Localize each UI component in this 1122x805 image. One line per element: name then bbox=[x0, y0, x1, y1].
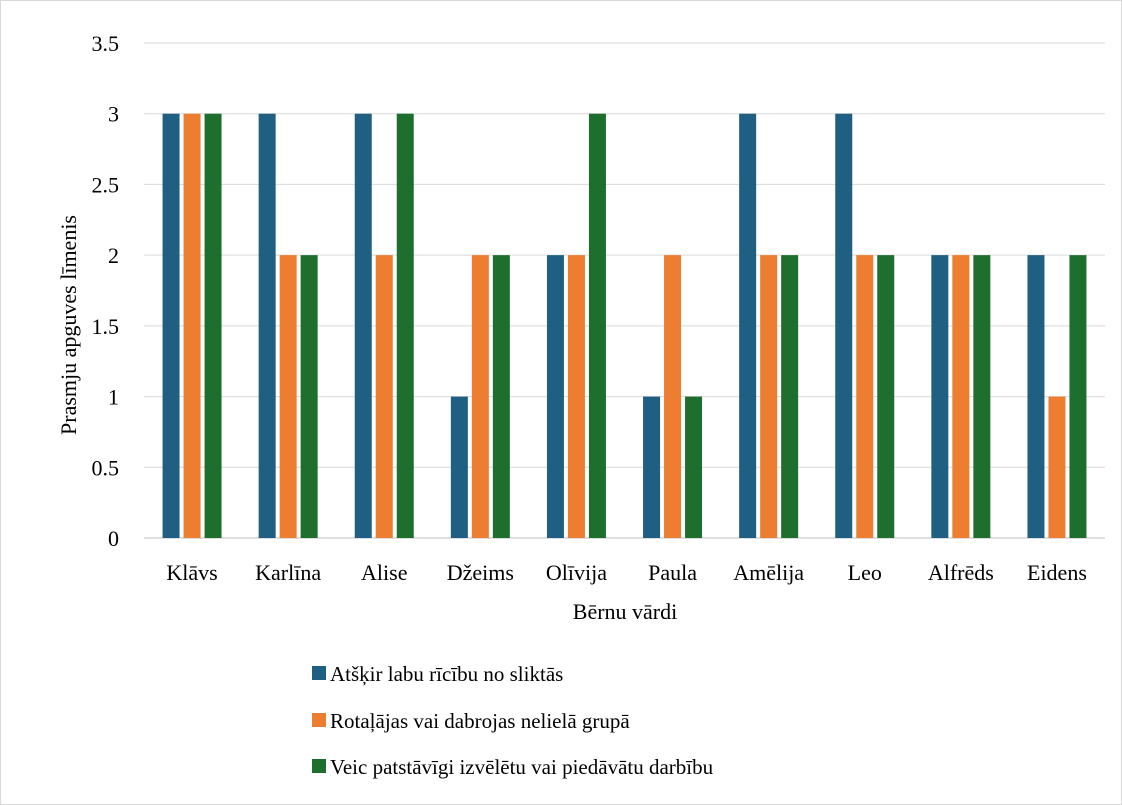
bar bbox=[492, 255, 510, 538]
bar bbox=[183, 113, 201, 538]
bar bbox=[588, 113, 606, 538]
y-tick-label: 0 bbox=[108, 526, 119, 551]
bar bbox=[567, 255, 585, 538]
x-tick-label: Eidens bbox=[1027, 560, 1087, 585]
x-tick-label: Alfrēds bbox=[928, 560, 994, 585]
legend-label: Veic patstāvīgi izvēlētu vai piedāvātu d… bbox=[330, 755, 714, 779]
x-tick-label: Leo bbox=[848, 560, 882, 585]
bar bbox=[739, 113, 757, 538]
legend-label: Atšķir labu rīcību no sliktās bbox=[330, 662, 563, 686]
bar bbox=[760, 255, 778, 538]
bar bbox=[1048, 396, 1066, 538]
bar bbox=[952, 255, 970, 538]
bar bbox=[1027, 255, 1045, 538]
bar bbox=[300, 255, 318, 538]
legend-swatch bbox=[312, 713, 326, 727]
x-tick-label: Paula bbox=[648, 560, 697, 585]
bar bbox=[643, 396, 661, 538]
legend-label: Rotaļājas vai dabrojas nelielā grupā bbox=[330, 709, 630, 733]
bar bbox=[1069, 255, 1087, 538]
x-axis-ticks: Klāvs Karlīna Alise Džeims Olīvija Paula Amēli… bbox=[166, 560, 1087, 585]
legend: Atšķir labu rīcību no sliktās Rotaļājas v… bbox=[312, 662, 714, 779]
bar bbox=[471, 255, 489, 538]
y-tick-label: 2.5 bbox=[92, 172, 120, 197]
bar bbox=[856, 255, 874, 538]
bar bbox=[685, 396, 703, 538]
y-tick-label: 0.5 bbox=[92, 455, 120, 480]
bars bbox=[162, 113, 1087, 538]
bar bbox=[877, 255, 895, 538]
x-tick-label: Alise bbox=[361, 560, 407, 585]
y-tick-label: 1.5 bbox=[92, 314, 120, 339]
x-tick-label: Džeims bbox=[447, 560, 514, 585]
bar bbox=[835, 113, 853, 538]
legend-swatch bbox=[312, 759, 326, 773]
x-axis-title: Bērnu vārdi bbox=[573, 599, 677, 624]
x-tick-label: Olīvija bbox=[546, 560, 607, 585]
bar bbox=[450, 396, 468, 538]
bar bbox=[279, 255, 297, 538]
x-tick-label: Karlīna bbox=[255, 560, 321, 585]
y-axis-ticks: 0 0.5 1 1.5 2 2.5 3 3.5 bbox=[92, 31, 120, 551]
y-tick-label: 2 bbox=[108, 243, 119, 268]
y-tick-label: 3 bbox=[108, 102, 119, 127]
bar bbox=[973, 255, 991, 538]
legend-swatch bbox=[312, 666, 326, 680]
bar bbox=[546, 255, 564, 538]
x-tick-label: Amēlija bbox=[733, 560, 804, 585]
bar bbox=[931, 255, 949, 538]
y-tick-label: 3.5 bbox=[92, 31, 120, 56]
y-axis-title: Prasmju apguves līmenis bbox=[56, 215, 81, 435]
bar bbox=[375, 255, 393, 538]
bar bbox=[781, 255, 799, 538]
bar bbox=[162, 113, 180, 538]
bar bbox=[664, 255, 682, 538]
bar bbox=[204, 113, 222, 538]
bar bbox=[258, 113, 276, 538]
x-tick-label: Klāvs bbox=[166, 560, 217, 585]
y-tick-label: 1 bbox=[108, 385, 119, 410]
bar bbox=[354, 113, 372, 538]
bar bbox=[396, 113, 414, 538]
